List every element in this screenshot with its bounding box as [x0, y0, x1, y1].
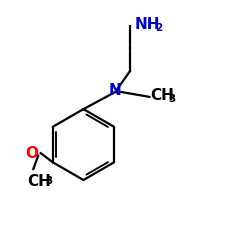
- Text: NH: NH: [135, 17, 160, 32]
- Text: CH: CH: [27, 174, 51, 189]
- Text: N: N: [109, 83, 122, 98]
- Text: CH: CH: [151, 88, 174, 103]
- Text: O: O: [25, 146, 38, 160]
- Text: 3: 3: [168, 94, 175, 104]
- Text: 2: 2: [156, 23, 163, 33]
- Text: 3: 3: [45, 176, 52, 186]
